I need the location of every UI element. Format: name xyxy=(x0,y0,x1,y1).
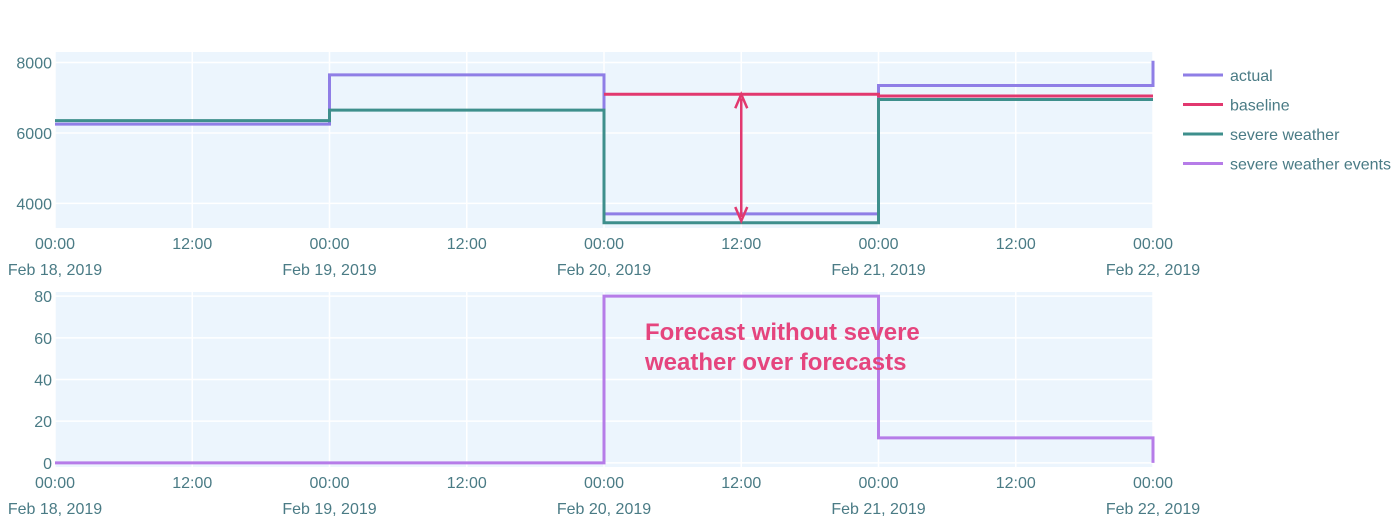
x-tick-label: 00:00 xyxy=(858,236,898,253)
plot-1: 4000 6000 8000 00:00 Feb 18, 2019 12:00 00:00 F… xyxy=(8,52,1200,279)
y-tick-label: 8000 xyxy=(16,56,52,73)
x-tick-label: 00:00 xyxy=(309,236,349,253)
x-tick-date-label: Feb 20, 2019 xyxy=(557,262,651,279)
x-tick-label: 12:00 xyxy=(721,236,761,253)
legend-label: severe weather xyxy=(1230,127,1340,144)
series-line-baseline xyxy=(604,94,1153,96)
y-tick-label: 0 xyxy=(43,456,52,473)
x-tick-date-label: Feb 22, 2019 xyxy=(1106,262,1200,279)
legend-label: baseline xyxy=(1230,98,1290,115)
x-tick-label: 00:00 xyxy=(584,475,624,492)
x-tick-date-label: Feb 21, 2019 xyxy=(831,501,925,518)
x-tick-date-label: Feb 19, 2019 xyxy=(282,262,376,279)
x-tick-label: 12:00 xyxy=(996,475,1036,492)
x-tick-label: 00:00 xyxy=(1133,475,1173,492)
x-tick-date-label: Feb 19, 2019 xyxy=(282,501,376,518)
x-tick-label: 00:00 xyxy=(1133,236,1173,253)
y-tick-label: 40 xyxy=(34,373,52,390)
legend-label: actual xyxy=(1230,68,1273,85)
x-tick-label: 12:00 xyxy=(172,236,212,253)
x-tick-label: 12:00 xyxy=(172,475,212,492)
x-tick-date-label: Feb 20, 2019 xyxy=(557,501,651,518)
x-tick-date-label: Feb 21, 2019 xyxy=(831,262,925,279)
x-tick-date-label: Feb 18, 2019 xyxy=(8,501,102,518)
y-tick-label: 6000 xyxy=(16,126,52,143)
x-tick-label: 12:00 xyxy=(447,475,487,492)
x-tick-label: 12:00 xyxy=(721,475,761,492)
x-tick-label: 12:00 xyxy=(447,236,487,253)
legend-label: severe weather events xyxy=(1230,157,1391,174)
plot-2: 0 20 40 60 80 00:00 Feb 18, 2019 12:00 00:00 Feb … xyxy=(8,289,1200,518)
x-tick-label: 00:00 xyxy=(584,236,624,253)
x-tick-label: 00:00 xyxy=(35,475,75,492)
x-tick-label: 00:00 xyxy=(309,475,349,492)
y-tick-label: 4000 xyxy=(16,196,52,213)
x-tick-label: 12:00 xyxy=(996,236,1036,253)
legend: actual baseline severe weather severe weath… xyxy=(1183,68,1391,174)
y-tick-label: 80 xyxy=(34,289,52,306)
y-tick-label: 60 xyxy=(34,331,52,348)
annotation-text-line: Forecast without severe xyxy=(645,319,920,346)
annotation-text-line: weather over forecasts xyxy=(644,349,906,376)
x-tick-date-label: Feb 22, 2019 xyxy=(1106,501,1200,518)
x-tick-date-label: Feb 18, 2019 xyxy=(8,262,102,279)
x-tick-label: 00:00 xyxy=(35,236,75,253)
x-tick-label: 00:00 xyxy=(858,475,898,492)
y-tick-label: 20 xyxy=(34,414,52,431)
